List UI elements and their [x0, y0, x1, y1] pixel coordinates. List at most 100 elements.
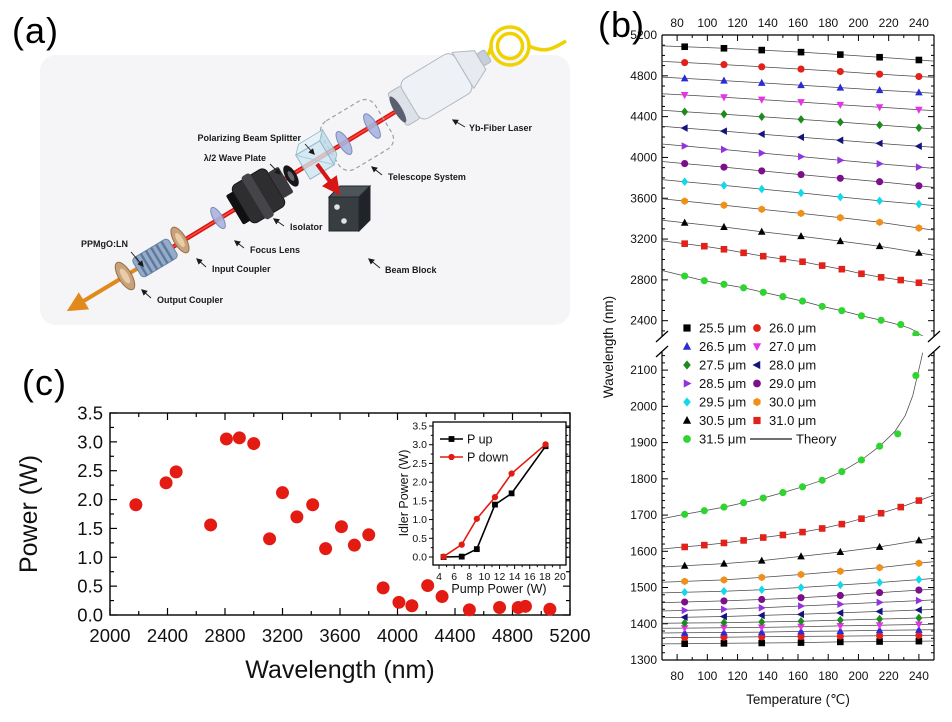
y-tick-label: 1.5 [77, 518, 103, 539]
output-coupler [114, 261, 136, 291]
series-idler-27.5μm [681, 107, 923, 133]
laser-fiber-connector [476, 49, 492, 66]
data-point-marker [836, 626, 845, 634]
x-tick-label-top: 240 [909, 16, 929, 30]
data-point-marker [159, 476, 173, 490]
data-point-marker [518, 599, 532, 613]
data-point-marker [757, 130, 765, 138]
render-backdrop [40, 55, 570, 325]
y-axis-title: Wavelength (nm) [601, 296, 616, 398]
y-tick-label: 1800 [630, 472, 657, 486]
data-point-marker [759, 252, 767, 260]
data-point-marker [797, 570, 805, 579]
series-signal-30.5μm [680, 536, 923, 569]
isolator-arrow [272, 218, 285, 227]
x-tick-label: 4800 [492, 625, 533, 646]
x-tick-label-bottom: 100 [697, 669, 717, 683]
panel-c-letter: (c) [22, 362, 67, 403]
data-point-marker [719, 612, 727, 621]
data-point-marker [876, 70, 884, 78]
x-tick-label-top: 160 [788, 16, 808, 30]
series-idler-31.0μm [681, 240, 923, 287]
y-axis-ticks [662, 34, 934, 661]
data-point-marker [720, 181, 728, 190]
data-point-marker [836, 632, 844, 640]
data-point-marker [875, 139, 883, 148]
data-point-marker [915, 613, 923, 623]
y-tick-label: 1600 [630, 544, 657, 558]
data-point-marker [837, 156, 845, 165]
x-tick-label-bottom: 200 [848, 669, 868, 683]
data-point-marker [838, 468, 846, 476]
data-point-marker [720, 201, 728, 209]
series-signal-28.5μm [681, 596, 924, 615]
inset-x-tick-label: 16 [524, 571, 536, 583]
data-point-marker [752, 343, 762, 351]
isolator-ring [241, 173, 274, 220]
data-point-marker [836, 547, 845, 555]
inset-y-tick-label: 2.5 [412, 458, 427, 470]
data-point-marker [290, 510, 304, 524]
fiber-loop-inner [495, 31, 525, 61]
data-point-marker [876, 218, 883, 227]
x-axis-title: Temperature (℃) [746, 692, 850, 707]
data-point-marker [779, 531, 787, 539]
data-point-marker [915, 621, 923, 629]
inset-y-tick-label: 1.5 [412, 495, 427, 507]
data-point-marker [797, 65, 805, 73]
data-point-marker [683, 435, 691, 443]
data-point-marker [876, 178, 884, 186]
data-point-marker [796, 133, 804, 142]
fiber-tail [528, 39, 567, 52]
data-point-marker [836, 580, 844, 590]
data-point-marker [877, 274, 885, 281]
data-point-marker [740, 499, 748, 507]
data-point-marker [876, 563, 883, 572]
fiber-coil [486, 25, 567, 67]
data-point-marker [915, 279, 923, 287]
data-point-marker [876, 632, 884, 640]
data-point-marker [837, 213, 844, 222]
data-point-marker [915, 106, 923, 114]
panel-b-chart: 80 80 100 100 120 120 140 140 160 160 180 180 200 200… [601, 16, 941, 707]
break-slash [927, 330, 941, 343]
data-point-marker [876, 120, 884, 130]
axis-break-marks [655, 330, 941, 358]
data-point-marker [680, 124, 688, 132]
data-point-marker [683, 324, 691, 332]
y-tick-label: 2.0 [77, 489, 103, 510]
power-points [129, 431, 557, 617]
data-point-marker [757, 96, 766, 104]
x-tick-label: 3600 [319, 625, 360, 646]
data-point-marker [836, 622, 845, 631]
input-coupler-label: Input Coupler [212, 264, 271, 274]
data-point-marker [915, 625, 923, 633]
telescope-lens-2 [335, 131, 353, 155]
legend-label: Theory [796, 432, 837, 447]
data-point-marker [797, 81, 805, 89]
data-point-marker [915, 631, 923, 639]
data-point-marker [797, 209, 805, 218]
series-signal-27.0μm [680, 621, 923, 633]
data-point-marker [915, 199, 923, 209]
data-point-marker [818, 302, 826, 310]
data-point-marker [837, 600, 845, 608]
data-point-marker [681, 197, 688, 205]
data-point-marker [799, 528, 806, 536]
legend-label: 26.0 μm [769, 321, 816, 336]
x-tick-label: 2000 [89, 625, 130, 646]
data-point-marker [720, 559, 728, 567]
panel-a-diagram: Polarizing Beam Splitter λ/2 Wave Plate … [40, 25, 570, 325]
y-tick-label: 0.5 [77, 576, 103, 597]
data-point-marker [700, 277, 708, 285]
data-point-marker [263, 532, 277, 546]
data-point-marker [473, 546, 480, 553]
series-idler-28.5μm [681, 142, 924, 171]
data-point-marker [797, 99, 805, 107]
data-point-marker [875, 626, 884, 634]
series-signal-29.5μm [681, 575, 923, 597]
data-point-marker [757, 227, 766, 235]
data-point-marker [508, 490, 515, 497]
data-point-marker [719, 127, 727, 135]
